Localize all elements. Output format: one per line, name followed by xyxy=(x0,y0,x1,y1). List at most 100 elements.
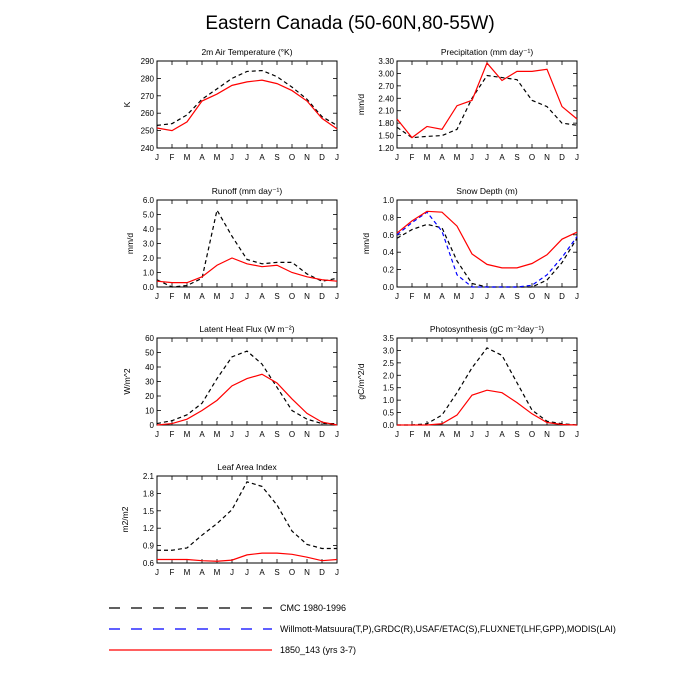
panel-5-xtick-label: J xyxy=(230,430,234,439)
panel-2-xtick-label: M xyxy=(454,153,461,162)
panel-2: Precipitation (mm day⁻¹) 1.20 1.50 1.80 2.10… xyxy=(356,47,579,162)
panel-5-ytick-label: 40 xyxy=(145,363,154,372)
panel-3-frame xyxy=(156,199,338,288)
panel-6-xtick-label: F xyxy=(410,430,415,439)
panel-4-xtick-label: O xyxy=(529,292,535,301)
panel-2-xtick-label: A xyxy=(499,153,505,162)
panel-6-xtick-label: J xyxy=(575,430,579,439)
panel-6-title: Photosynthesis (gC m⁻²day⁻¹) xyxy=(430,324,544,334)
panel-4-title: Snow Depth (m) xyxy=(456,186,518,196)
panel-1-title: 2m Air Temperature (°K) xyxy=(201,47,292,57)
panel-4-xtick-label: N xyxy=(544,292,550,301)
panel-7-xtick-label: D xyxy=(319,568,325,577)
panel-1-ytick-label: 290 xyxy=(141,57,155,66)
panel-4: Snow Depth (m)0.00.20.40.60.81.0J F M A M J J A… xyxy=(361,186,579,301)
panel-6-xtick-label: N xyxy=(544,430,550,439)
panel-5-xtick-label: F xyxy=(170,430,175,439)
panel-6-xtick-label: J xyxy=(485,430,489,439)
panel-3-xtick-label: J xyxy=(335,292,339,301)
panel-3-ytick-label: 2.0 xyxy=(143,254,155,263)
panel-5-series-cmc-1980-1996 xyxy=(156,350,337,425)
panel-5-series-1850-143-yrs-3-7 xyxy=(156,373,338,426)
panel-3-ytick-label: 5.0 xyxy=(143,211,155,220)
panel-7-title: Leaf Area Index xyxy=(217,462,277,472)
panel-6-ytick-label: 3.0 xyxy=(383,346,395,355)
panel-2-ytick-label: 2.40 xyxy=(378,94,394,103)
panel-3-xtick-label: A xyxy=(259,292,265,301)
panel-1-ylabel: K xyxy=(122,101,132,107)
panel-2-xtick-label: M xyxy=(424,153,431,162)
panel-1-xtick-label: A xyxy=(259,153,265,162)
panel-4-ytick-label: 1.0 xyxy=(383,196,395,205)
legend-entry-3: 1850_143 (yrs 3-7) xyxy=(109,645,356,655)
panel-5-ytick-label: 0 xyxy=(150,421,155,430)
panel-4-xtick-label: J xyxy=(470,292,474,301)
panel-2-frame xyxy=(396,60,578,149)
panel-2-ytick-label: 2.70 xyxy=(378,82,394,91)
panel-7-xtick-label: F xyxy=(170,568,175,577)
panel-7-xtick-label: J xyxy=(155,568,159,577)
panel-6-ytick-label: 0.0 xyxy=(383,421,395,430)
panel-2-xtick-label: J xyxy=(470,153,474,162)
panel-3-ytick-label: 6.0 xyxy=(143,196,155,205)
panel-3-xtick-label: F xyxy=(170,292,175,301)
panel-2-xtick-label: J xyxy=(485,153,489,162)
panel-6-series-1850-143-yrs-3-7 xyxy=(397,389,578,426)
panel-6-frame xyxy=(396,337,578,426)
panel-3-title: Runoff (mm day⁻¹) xyxy=(212,186,283,196)
panel-4-xtick-label: A xyxy=(499,292,505,301)
panel-1-xtick-label: O xyxy=(289,153,295,162)
panel-6-ytick-label: 1.5 xyxy=(383,384,395,393)
panel-3-xtick-label: O xyxy=(289,292,295,301)
panel-1-xtick-label: M xyxy=(214,153,221,162)
panel-1-xtick-label: J xyxy=(155,153,159,162)
panel-5-xtick-label: A xyxy=(259,430,265,439)
panel-2-ytick-label: 1.50 xyxy=(378,132,394,141)
panel-1-ytick-label: 260 xyxy=(141,109,155,118)
panel-1-ytick-label: 270 xyxy=(141,92,155,101)
panel-6-ytick-label: 2.0 xyxy=(383,371,395,380)
panel-3-xtick-label: J xyxy=(155,292,159,301)
panel-5-xtick-label: D xyxy=(319,430,325,439)
panel-4-series-cmc-1980-1996 xyxy=(396,223,578,288)
panel-7-ytick-label: 1.8 xyxy=(143,489,155,498)
panel-7-xtick-label: M xyxy=(214,568,221,577)
panel-7-frame xyxy=(156,475,338,564)
panel-7-series-1850-143-yrs-3-7 xyxy=(157,552,338,562)
panel-2-xtick-label: J xyxy=(575,153,579,162)
panel-1-series-cmc-1980-1996 xyxy=(156,69,338,126)
panel-7-ytick-label: 1.5 xyxy=(143,507,155,516)
panel-6-xtick-label: J xyxy=(470,430,474,439)
panel-7-ytick-label: 0.6 xyxy=(143,559,155,568)
panel-3: Runoff (mm day⁻¹) 0.0 1.0 2.0 3.0 4.0 5.0 6.0 J F… xyxy=(125,186,339,301)
panel-3-xtick-label: M xyxy=(184,292,191,301)
panel-7-xtick-label: J xyxy=(230,568,234,577)
panel-2-ylabel: mm/d xyxy=(356,94,366,116)
panel-6-xtick-label: O xyxy=(529,430,535,439)
panel-2-title: Precipitation (mm day⁻¹) xyxy=(441,47,534,57)
panel-7-xtick-label: J xyxy=(335,568,339,577)
panel-5-xtick-label: O xyxy=(289,430,295,439)
panel-4-ytick-label: 0.0 xyxy=(383,283,395,292)
panel-7-xtick-label: J xyxy=(245,568,249,577)
panel-3-xtick-label: D xyxy=(319,292,325,301)
panel-2-ytick-label: 2.10 xyxy=(378,107,394,116)
panel-4-xtick-label: F xyxy=(410,292,415,301)
panel-2-xtick-label: S xyxy=(514,153,519,162)
panel-2-xtick-label: O xyxy=(529,153,535,162)
panel-4-xtick-label: M xyxy=(424,292,431,301)
panel-4-ytick-label: 0.8 xyxy=(383,213,395,222)
panel-5-ytick-label: 20 xyxy=(145,392,154,401)
panel-3-ylabel: mm/d xyxy=(125,233,135,255)
panel-6-ytick-label: 1.0 xyxy=(383,396,395,405)
panel-6-xtick-label: A xyxy=(499,430,505,439)
panel-7-xtick-label: A xyxy=(199,568,205,577)
panel-1-xtick-label: M xyxy=(184,153,191,162)
panel-5-ytick-label: 30 xyxy=(145,378,154,387)
panel-6-xtick-label: A xyxy=(439,430,445,439)
legend-label-3: 1850_143 (yrs 3-7) xyxy=(280,645,356,655)
panel-6-xtick-label: D xyxy=(559,430,565,439)
